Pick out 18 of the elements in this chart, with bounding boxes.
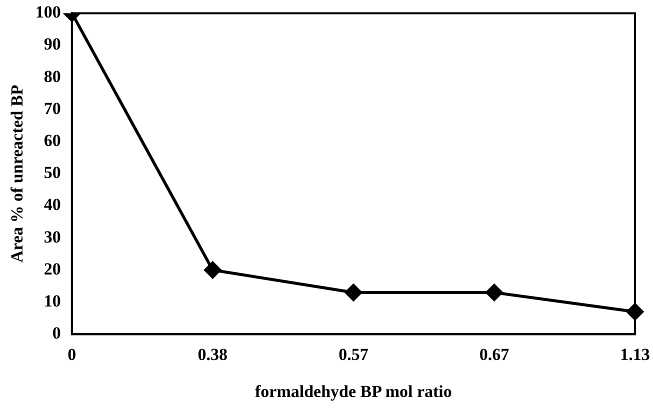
x-tick-label: 0.67: [479, 344, 510, 364]
x-tick-label: 0.57: [338, 344, 369, 364]
y-tick-label: 30: [44, 227, 61, 246]
y-tick-label: 40: [44, 195, 61, 214]
x-tick-label: 0.38: [198, 344, 228, 364]
y-tick-label: 90: [44, 34, 61, 54]
y-axis-title: Area % of unreacted BP: [8, 84, 27, 263]
y-tick-label: 10: [44, 291, 61, 310]
y-tick-label: 100: [35, 2, 61, 22]
y-tick-label: 80: [44, 66, 61, 86]
y-tick-label: 20: [44, 259, 61, 278]
y-tick-label: 70: [44, 98, 61, 118]
x-axis-title: formaldehyde BP mol ratio: [254, 382, 452, 402]
y-tick-label: 50: [44, 163, 61, 182]
x-tick-label: 1.13: [620, 344, 650, 364]
y-tick-label: 0: [52, 324, 61, 343]
y-tick-label: 60: [44, 130, 61, 150]
x-tick-label: 0: [68, 344, 76, 364]
